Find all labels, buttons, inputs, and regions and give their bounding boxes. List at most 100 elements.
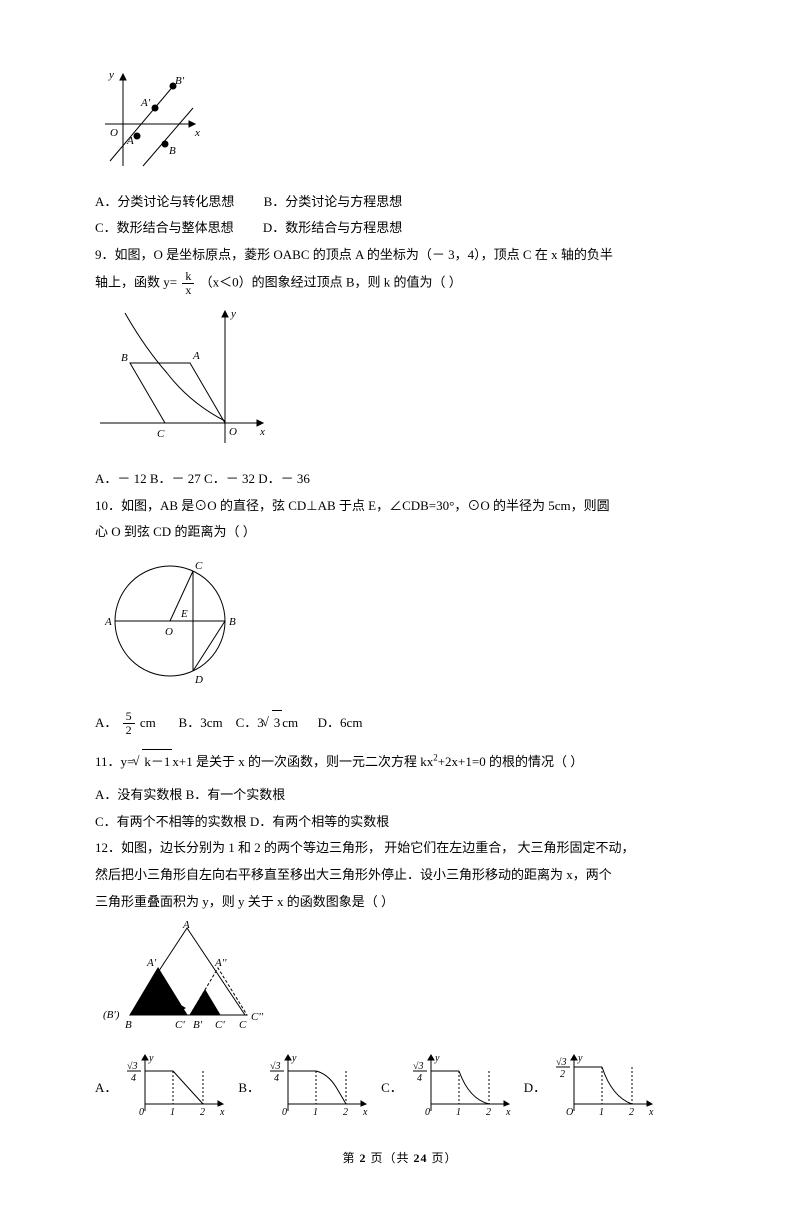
q9-answers: A．－ 12 B．－ 27 C．－ 32 D．－ 36 [95,467,705,492]
gB-O: 0 [282,1107,287,1118]
label-O: O [110,127,118,139]
q10-C-post: cm [282,715,298,730]
footer-total: 24 [414,1151,428,1165]
q9-figure: O x y A B C [95,303,705,457]
footer-page: 2 [359,1151,366,1165]
q9-l2a: 轴上，函数 y= [95,274,177,289]
q11-sqrt: k－1 [134,749,172,775]
q10-D: D [194,674,203,686]
label-B: B [169,145,176,157]
q9-line1: 9．如图，O 是坐标原点，菱形 OABC 的顶点 A 的坐标为（－ 3，4），顶… [95,243,705,268]
q11-line: 11．y=k－1x+1 是关于 x 的一次函数，则一元二次方程 kx2+2x+1… [95,749,705,775]
q11-rad: k－1 [142,749,172,775]
q10-line2: 心 O 到弦 CD 的距离为（ ） [95,520,705,545]
q10-answers: A． 5 2 cm B．3cm C．33cm D．6cm [95,710,705,738]
q12-graphA: 0 x y 1 2 √3 4 [125,1049,230,1119]
q9-O: O [229,426,237,438]
gA-yd: 4 [131,1073,136,1084]
q12-options-row: A． 0 x y 1 2 √3 4 B． [95,1049,705,1119]
gC-O: 0 [425,1107,430,1118]
q12-Cp: C' [175,1019,185,1030]
footer-post: 页） [428,1151,458,1165]
q11-mid: x+1 是关于 x 的一次函数，则一元二次方程 kx [172,754,433,769]
q10-A-pre: A． [95,715,117,730]
q10-D: D．6cm [318,715,363,730]
gA-x: x [219,1107,225,1118]
label-y: y [108,69,114,81]
q12-l1: 12．如图，边长分别为 1 和 2 的两个等边三角形， 开始它们在左边重合， 大… [95,836,705,861]
q12-Cpp2: C' [215,1019,225,1030]
q12-A: A [182,920,190,931]
q12-figure: A A' (B') B C' B' C' C A'' C'' [95,920,705,1039]
q10-C-rad: 3 [272,710,283,736]
q9-B: B [121,352,128,364]
q9-A: A [192,350,200,362]
gB-yn: √3 [270,1061,281,1072]
page-footer: 第 2 页（共 24 页） [95,1147,705,1170]
gD-yn: √3 [556,1057,567,1068]
q12-l2: 然后把小三角形自左向右平移直至移出大三角形外停止．设小三角形移动的距离为 x，两… [95,863,705,888]
gB-1: 1 [313,1107,318,1118]
q11-post: +2x+1=0 的根的情况（ ） [438,754,584,769]
q9-frac-num: k [182,270,194,284]
q12-optC: C． [381,1076,403,1119]
q8-B-text: B．分类讨论与方程思想 [264,194,403,209]
q12-l3: 三角形重叠面积为 y，则 y 关于 x 的函数图象是（ ） [95,890,705,915]
q8-C-text: C．数形结合与整体思想 [95,220,234,235]
gA-1: 1 [170,1107,175,1118]
footer-pre: 第 [342,1151,359,1165]
gC-x: x [505,1107,511,1118]
gA-yn: √3 [127,1061,138,1072]
q12-graphB: 0 x y 1 2 √3 4 [268,1049,373,1119]
q10-B: B [229,616,236,628]
q9-C: C [157,428,165,440]
q12-Cpp: C'' [251,1011,264,1023]
q9-l2b: （x＜0）的图象经过顶点 B，则 k 的值为（ ） [200,274,462,289]
q12-Bp: (B') [103,1009,120,1021]
q10-A-num: 5 [123,710,135,724]
gA-2: 2 [200,1107,205,1118]
gD-yd: 2 [560,1069,565,1080]
q12-App: A'' [214,957,227,969]
q9-y: y [230,308,236,320]
q12-Bpp: B' [193,1019,203,1030]
q10-A: A [104,616,112,628]
q11-ans-l2: C．有两个不相等的实数根 D．有两个相等的实数根 [95,810,705,835]
gC-yn: √3 [413,1061,424,1072]
gD-x: x [648,1107,654,1118]
gD-1: 1 [599,1107,604,1118]
gB-2: 2 [343,1107,348,1118]
q10-figure: A B C D O E [95,551,705,700]
q9-frac-den: x [182,284,194,297]
gB-x: x [362,1107,368,1118]
q10-O: O [165,626,173,638]
q12-optB: B． [238,1076,260,1119]
q10-line1: 10．如图，AB 是⊙O 的直径，弦 CD⊥AB 于点 E，∠CDB=30°，⊙… [95,494,705,519]
q10-B: B．3cm [179,715,223,730]
gC-yd: 4 [417,1073,422,1084]
q11-ans-l1: A．没有实数根 B．有一个实数根 [95,783,705,808]
gA-y: y [148,1053,154,1064]
q12-graphD: O x y 1 2 √3 2 [554,1049,659,1119]
label-Bp: B' [175,75,185,87]
footer-mid: 页（共 [366,1151,413,1165]
q9-frac: k x [182,270,194,297]
gD-O: O [566,1107,573,1118]
gC-2: 2 [486,1107,491,1118]
gC-1: 1 [456,1107,461,1118]
q10-C-sqrt: 3 [264,710,283,736]
q10-A-den: 2 [123,724,135,737]
gD-y: y [577,1053,583,1064]
q10-C-pre: C．3 [236,715,264,730]
label-Ap: A' [140,97,151,109]
gA-O: 0 [139,1107,144,1118]
q11-pre: 11．y= [95,754,134,769]
gB-yd: 4 [274,1073,279,1084]
gB-y: y [291,1053,297,1064]
q8-D-text: D．数形结合与方程思想 [263,220,402,235]
q12-B: B [125,1019,132,1030]
q12-optD: D． [524,1076,546,1119]
q10-E: E [180,608,188,620]
q10-C: C [195,560,203,572]
gD-2: 2 [629,1107,634,1118]
